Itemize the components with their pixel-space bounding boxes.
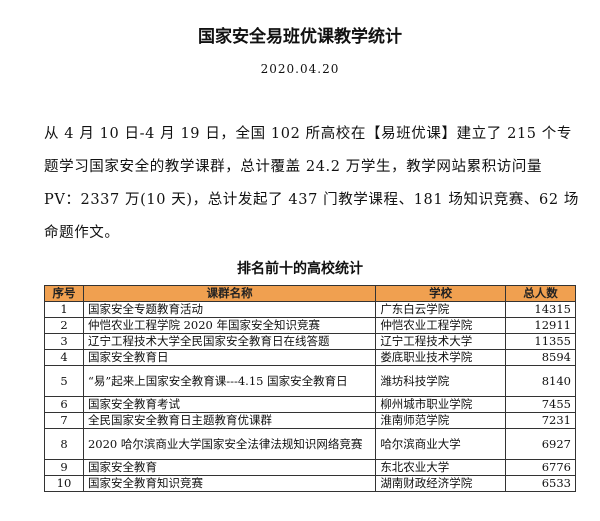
row-number: 3 xyxy=(44,333,84,350)
total-count: 6533 xyxy=(505,475,576,492)
total-count: 8140 xyxy=(505,365,576,397)
course-group-name: 仲恺农业工程学院 2020 年国家安全知识竞赛 xyxy=(82,317,377,334)
ranking-table: 序号 课群名称 学校 总人数 1 国家安全专题教育活动 广东白云学院 14315 2 仲恺… xyxy=(44,285,576,492)
course-group-name: 2020 哈尔滨商业大学国家安全法律法规知识网络竞赛 xyxy=(82,428,377,460)
table-row: 7 全民国家安全教育日主题教育优课群 淮南师范学院 7231 xyxy=(44,412,576,429)
course-group-name: 国家安全教育考试 xyxy=(82,396,377,413)
total-count: 6776 xyxy=(505,459,576,476)
school-name: 仲恺农业工程学院 xyxy=(375,317,507,334)
table-row: 9 国家安全教育 东北农业大学 6776 xyxy=(44,459,576,476)
school-name: 辽宁工程技术大学 xyxy=(375,333,507,350)
course-group-name: 国家安全专题教育活动 xyxy=(82,301,377,318)
header-course-group: 课群名称 xyxy=(82,285,377,302)
school-name: 东北农业大学 xyxy=(375,459,507,476)
row-number: 1 xyxy=(44,301,84,318)
header-total: 总人数 xyxy=(505,285,576,302)
course-group-name: “易”起来上国家安全教育课---4.15 国家安全教育日 xyxy=(82,365,377,397)
total-count: 11355 xyxy=(505,333,576,350)
course-group-name: 全民国家安全教育日主题教育优课群 xyxy=(82,412,377,429)
table-row: 6 国家安全教育考试 柳州城市职业学院 7455 xyxy=(44,396,576,413)
row-number: 10 xyxy=(44,475,84,492)
course-group-name: 国家安全教育 xyxy=(82,459,377,476)
school-name: 湖南财政经济学院 xyxy=(375,475,507,492)
table-row: 5 “易”起来上国家安全教育课---4.15 国家安全教育日 潍坊科技学院 8140 xyxy=(44,365,576,397)
row-number: 6 xyxy=(44,396,84,413)
course-group-name: 国家安全教育知识竞赛 xyxy=(82,475,377,492)
course-group-name: 国家安全教育日 xyxy=(82,349,377,366)
school-name: 淮南师范学院 xyxy=(375,412,507,429)
row-number: 7 xyxy=(44,412,84,429)
row-number: 2 xyxy=(44,317,84,334)
table-row: 10 国家安全教育知识竞赛 湖南财政经济学院 6533 xyxy=(44,475,576,492)
total-count: 6927 xyxy=(505,428,576,460)
school-name: 广东白云学院 xyxy=(375,301,507,318)
school-name: 哈尔滨商业大学 xyxy=(375,428,507,460)
total-count: 14315 xyxy=(505,301,576,318)
row-number: 8 xyxy=(44,428,84,460)
header-school: 学校 xyxy=(375,285,507,302)
school-name: 娄底职业技术学院 xyxy=(375,349,507,366)
document-title: 国家安全易班优课教学统计 xyxy=(198,27,402,47)
course-group-name: 辽宁工程技术大学全民国家安全教育日在线答题 xyxy=(82,333,377,350)
school-name: 潍坊科技学院 xyxy=(375,365,507,397)
summary-paragraph: 从 4 月 10 日-4 月 19 日，全国 102 所高校在【易班优课】建立了… xyxy=(44,126,579,241)
row-number: 4 xyxy=(44,349,84,366)
table-row: 3 辽宁工程技术大学全民国家安全教育日在线答题 辽宁工程技术大学 11355 xyxy=(44,333,576,350)
row-number: 5 xyxy=(44,365,84,397)
table-row: 8 2020 哈尔滨商业大学国家安全法律法规知识网络竞赛 哈尔滨商业大学 6927 xyxy=(44,428,576,460)
total-count: 8594 xyxy=(505,349,576,366)
row-number: 9 xyxy=(44,459,84,476)
table-row: 4 国家安全教育日 娄底职业技术学院 8594 xyxy=(44,349,576,366)
table-row: 2 仲恺农业工程学院 2020 年国家安全知识竞赛 仲恺农业工程学院 12911 xyxy=(44,317,576,334)
school-name: 柳州城市职业学院 xyxy=(375,396,507,413)
total-count: 12911 xyxy=(505,317,576,334)
total-count: 7455 xyxy=(505,396,576,413)
table-caption: 排名前十的高校统计 xyxy=(237,261,363,277)
table-row: 1 国家安全专题教育活动 广东白云学院 14315 xyxy=(44,301,576,318)
document-date: 2020.04.20 xyxy=(260,62,340,76)
header-no: 序号 xyxy=(44,285,84,302)
total-count: 7231 xyxy=(505,412,576,429)
table-header-row: 序号 课群名称 学校 总人数 xyxy=(44,285,576,302)
